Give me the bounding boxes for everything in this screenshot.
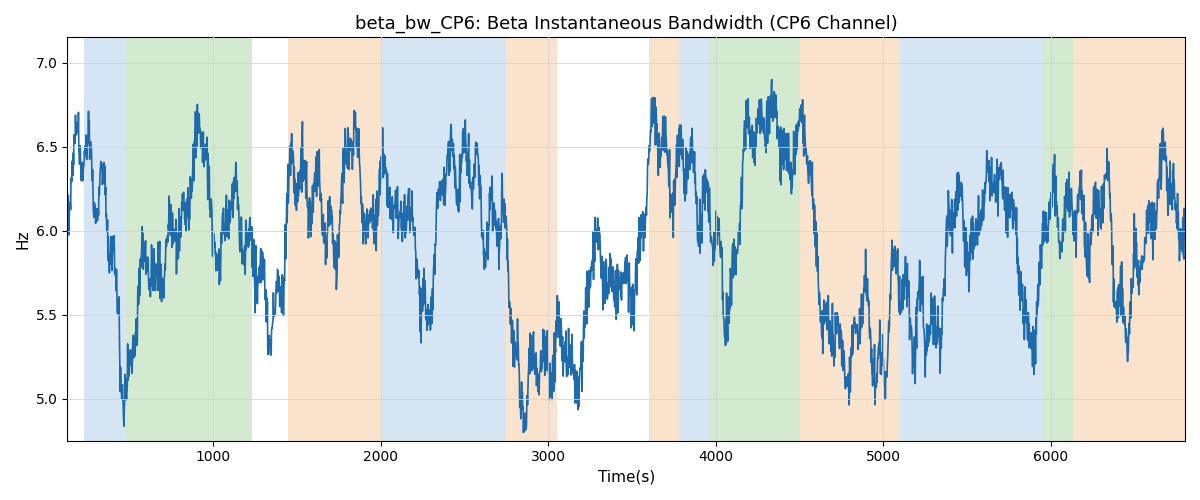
Bar bbox=[288, 38, 380, 440]
Y-axis label: Hz: Hz bbox=[16, 230, 30, 249]
Bar bbox=[679, 38, 709, 440]
Bar bbox=[506, 38, 557, 440]
Bar bbox=[84, 38, 126, 440]
Bar bbox=[380, 38, 506, 440]
Title: beta_bw_CP6: Beta Instantaneous Bandwidth (CP6 Channel): beta_bw_CP6: Beta Instantaneous Bandwidt… bbox=[355, 15, 898, 34]
X-axis label: Time(s): Time(s) bbox=[598, 470, 655, 485]
Bar bbox=[649, 38, 679, 440]
Bar bbox=[1043, 38, 1073, 440]
Bar bbox=[833, 38, 900, 440]
Bar bbox=[799, 38, 833, 440]
Bar bbox=[900, 38, 1043, 440]
Bar bbox=[126, 38, 252, 440]
Bar bbox=[1073, 38, 1184, 440]
Bar bbox=[709, 38, 799, 440]
